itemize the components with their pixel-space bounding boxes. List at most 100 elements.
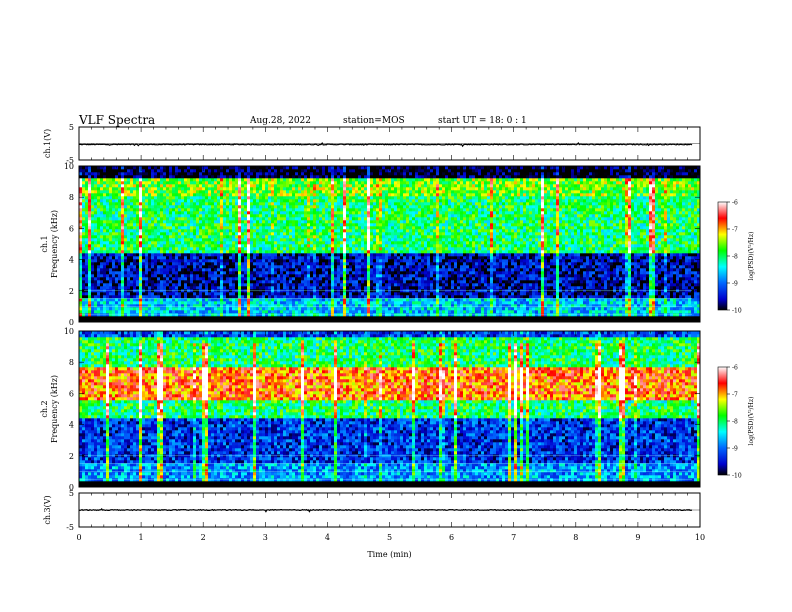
ch1-spectrogram-cell [103, 316, 106, 319]
ch1-spectrogram-cell [160, 268, 163, 271]
ch1-spectrogram-cell [358, 301, 361, 304]
ch1-spectrogram-cell [229, 169, 232, 172]
ch1-spectrogram-cell [304, 199, 307, 202]
ch1-spectrogram-cell [208, 268, 211, 271]
ch1-spectrogram-cell [295, 271, 298, 274]
ch1-spectrogram-cell [277, 313, 280, 316]
ch1-spectrogram-cell [280, 283, 283, 286]
ch1-spectrogram-cell [139, 196, 142, 199]
ch1-spectrogram-cell [349, 241, 352, 244]
ch1-spectrogram-cell [109, 268, 112, 271]
ch1-spectrogram-cell [211, 244, 214, 247]
ch1-spectrogram-cell [109, 295, 112, 298]
ch1-spectrogram-cell [313, 169, 316, 172]
ch1-spectrogram-cell [259, 184, 262, 187]
ch1-spectrogram-cell [118, 262, 121, 265]
ch1-spectrogram-cell [265, 280, 268, 283]
ch1-spectrogram-cell [265, 292, 268, 295]
ch1-spectrogram-cell [364, 244, 367, 247]
ch1-spectrogram-cell [247, 208, 250, 211]
ch1-spectrogram-cell [331, 301, 334, 304]
ch1-spectrogram-cell [271, 172, 274, 175]
ch1-spectrogram-cell [256, 238, 259, 241]
ch1-spectrogram-cell [235, 241, 238, 244]
ch1-spectrogram-cell [106, 307, 109, 310]
ch1-spectrogram-cell [343, 247, 346, 250]
ch1-spectrogram-cell [334, 286, 337, 289]
ch1-spectrogram-cell [208, 277, 211, 280]
ch1-spectrogram-cell [316, 181, 319, 184]
ch1-spectrogram-cell [343, 175, 346, 178]
ch1-spectrogram-cell [166, 178, 169, 181]
ch1-spectrogram-cell [133, 169, 136, 172]
ch1-spectrogram-cell [163, 292, 166, 295]
ch1-spectrogram-cell [265, 181, 268, 184]
ch1-spectrogram-cell [151, 193, 154, 196]
ch1-spectrogram-cell [118, 265, 121, 268]
ch1-spectrogram-cell [253, 262, 256, 265]
ch1-spectrogram-cell [238, 256, 241, 259]
ch1-spectrogram-cell [349, 304, 352, 307]
ch1-spectrogram-cell [145, 316, 148, 319]
ch1-spectrogram-cell [205, 187, 208, 190]
ch1-spectrogram-cell [319, 304, 322, 307]
ch1-spectrogram-cell [172, 301, 175, 304]
ch1-spectrogram-cell [118, 193, 121, 196]
ch1-spectrogram-cell [199, 262, 202, 265]
ch1-spectrogram-cell [355, 205, 358, 208]
ch1-spectrogram-cell [364, 313, 367, 316]
ch1-spectrogram-cell [163, 280, 166, 283]
ch1-spectrogram-cell [154, 316, 157, 319]
ch1-spectrogram-cell [316, 211, 319, 214]
ch1-spectrogram-cell [121, 196, 124, 199]
ch1-spectrogram-cell [112, 244, 115, 247]
ch1-spectrogram-cell [217, 235, 220, 238]
ch1-spectrogram-cell [349, 244, 352, 247]
ch1-spectrogram-cell [271, 217, 274, 220]
ch1-spectrogram-cell [313, 265, 316, 268]
ch1-spectrogram-cell [229, 184, 232, 187]
ch1-spectrogram-cell [322, 199, 325, 202]
ch1-spectrogram-cell [307, 217, 310, 220]
ch1-spectrogram-cell [172, 250, 175, 253]
ch1-spectrogram-cell [142, 208, 145, 211]
ch1-spectrogram-cell [301, 208, 304, 211]
ch1-spectrogram-cell [289, 268, 292, 271]
ch1-spectrogram-cell [349, 220, 352, 223]
ch1-spectrogram-cell [214, 301, 217, 304]
ch1-spectrogram-cell [319, 256, 322, 259]
ch1-spectrogram-cell [283, 184, 286, 187]
ch1-spectrogram-cell [139, 256, 142, 259]
ch1-spectrogram-cell [214, 190, 217, 193]
ch1-spectrogram-cell [346, 229, 349, 232]
ch1-spectrogram-cell [340, 208, 343, 211]
ch1-spectrogram-cell [232, 292, 235, 295]
ch1-spectrogram-cell [298, 193, 301, 196]
ch1-spectrogram-cell [256, 172, 259, 175]
ch1-spectrogram-cell [217, 277, 220, 280]
ch1-spectrogram-cell [247, 196, 250, 199]
ch1-spectrogram-cell [130, 232, 133, 235]
ch1-spectrogram-cell [196, 295, 199, 298]
ch1-spectrogram-cell [316, 235, 319, 238]
ch1-spectrogram-cell [142, 295, 145, 298]
ch1-spectrogram-cell [286, 214, 289, 217]
ch1-spectrogram-cell [118, 304, 121, 307]
ch1-spectrogram-cell [190, 190, 193, 193]
ch1-spectrogram-cell [328, 304, 331, 307]
ch1-spectrogram-cell [307, 316, 310, 319]
ch1-spectrogram-cell [238, 304, 241, 307]
ch1-spectrogram-cell [94, 202, 97, 205]
ch1-spectrogram-cell [331, 181, 334, 184]
ch1-spectrogram-cell [352, 178, 355, 181]
ch1-spectrogram-cell [211, 256, 214, 259]
ch1-spectrogram-cell [166, 196, 169, 199]
ch1-spectrogram-cell [193, 169, 196, 172]
ch1-spectrogram-cell [226, 190, 229, 193]
ch1-spectrogram-cell [334, 229, 337, 232]
ch1-spectrogram-cell [301, 244, 304, 247]
ch1-spectrogram-cell [157, 262, 160, 265]
ch1-spectrogram-cell [322, 262, 325, 265]
ch1-spectrogram-cell [340, 178, 343, 181]
ch1-spectrogram-cell [172, 256, 175, 259]
